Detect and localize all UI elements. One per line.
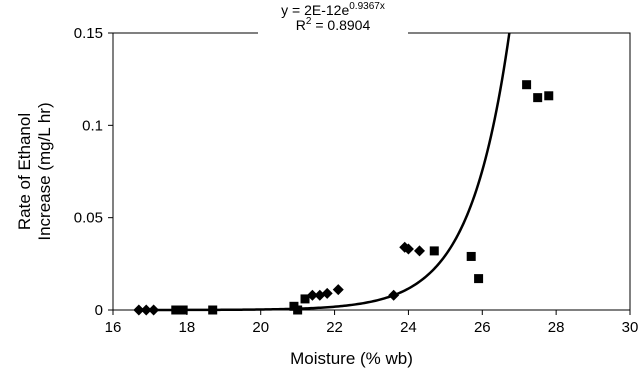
square-point [474, 274, 484, 284]
square-point [522, 80, 532, 90]
square-point [544, 91, 554, 101]
x-tick-label: 20 [252, 319, 269, 336]
y-axis-ticks: 0 0.05 0.1 0.15 [74, 25, 113, 319]
y-tick-label: 0.1 [82, 117, 103, 134]
x-tick-label: 16 [105, 319, 122, 336]
diamond-point [133, 304, 145, 316]
diamond-point [414, 245, 426, 257]
square-point [533, 93, 543, 103]
trendline [142, 32, 511, 312]
square-point [300, 294, 310, 304]
equation-exponent: 0.9367x [349, 1, 385, 12]
r2-prefix: R [296, 17, 306, 33]
trendline-r-squared: R2 = 0.8904 [296, 16, 371, 33]
diamond-point [332, 284, 344, 296]
y-axis-title-line1: Rate of Ethanol [15, 113, 34, 230]
equation-background [258, 0, 408, 34]
diamond-point [314, 289, 326, 301]
data-points [133, 80, 554, 316]
x-tick-label: 30 [622, 319, 639, 336]
x-tick-label: 28 [548, 319, 565, 336]
trendline-curve [142, 32, 511, 312]
square-point [429, 246, 439, 256]
square-point [466, 251, 476, 261]
y-tick-label: 0 [95, 302, 103, 319]
square-point [293, 305, 303, 315]
diamond-point [402, 243, 414, 255]
x-tick-label: 24 [400, 319, 417, 336]
plot-area-border [112, 32, 631, 311]
diamond-point [148, 304, 160, 316]
plot-frame [112, 32, 631, 311]
diamond-point [321, 287, 333, 299]
y-tick-label: 0.05 [74, 210, 103, 227]
x-axis-ticks: 16 18 20 22 24 26 28 30 [105, 310, 639, 336]
square-point [178, 305, 188, 315]
r2-value: = 0.8904 [311, 17, 370, 33]
x-axis-title: Moisture (% wb) [290, 349, 413, 368]
trendline-equation-box: y = 2E-12e0.9367x R2 = 0.8904 [258, 0, 408, 34]
x-tick-label: 18 [179, 319, 196, 336]
equation-base: y = 2E-12e [281, 2, 349, 18]
x-tick-label: 26 [474, 319, 491, 336]
y-axis-title-line2: Increase (mg/L hr) [35, 102, 54, 240]
r2-superscript: 2 [306, 16, 312, 27]
diamond-point [306, 289, 318, 301]
trendline-equation: y = 2E-12e0.9367x [281, 1, 385, 18]
y-tick-label: 0.15 [74, 25, 103, 42]
diamond-point [388, 289, 400, 301]
x-tick-label: 22 [326, 319, 343, 336]
diamond-point [140, 304, 152, 316]
square-point [171, 305, 181, 315]
square-point [208, 305, 218, 315]
